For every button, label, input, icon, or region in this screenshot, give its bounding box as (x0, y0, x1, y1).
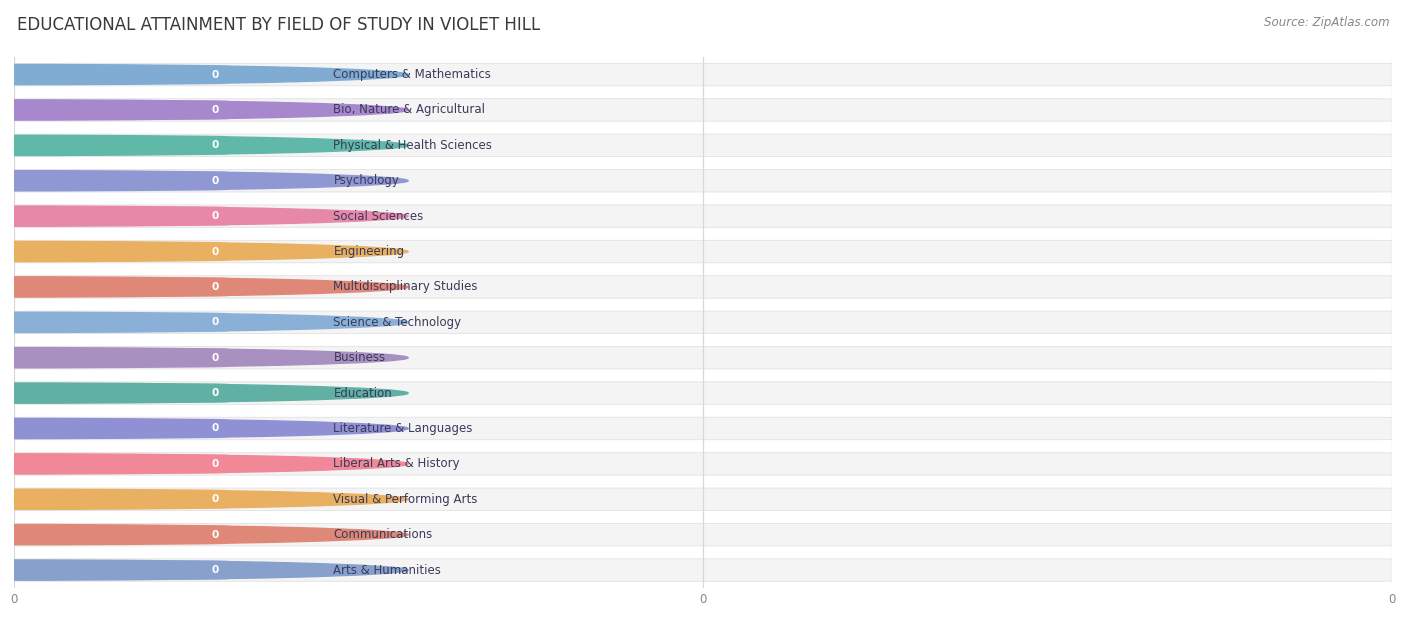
FancyBboxPatch shape (14, 171, 228, 190)
FancyBboxPatch shape (11, 488, 1395, 511)
Text: Social Sciences: Social Sciences (333, 210, 423, 222)
FancyBboxPatch shape (200, 492, 232, 506)
FancyBboxPatch shape (14, 277, 228, 296)
FancyBboxPatch shape (14, 419, 228, 438)
Text: 0: 0 (212, 317, 219, 327)
FancyBboxPatch shape (14, 384, 228, 403)
FancyBboxPatch shape (200, 68, 232, 82)
Circle shape (0, 171, 408, 191)
FancyBboxPatch shape (14, 561, 228, 580)
FancyBboxPatch shape (200, 174, 232, 188)
Circle shape (0, 418, 408, 439)
FancyBboxPatch shape (11, 169, 1395, 192)
Text: Science & Technology: Science & Technology (333, 316, 461, 329)
FancyBboxPatch shape (200, 209, 232, 223)
Circle shape (0, 100, 408, 120)
Circle shape (0, 241, 408, 262)
Text: Communications: Communications (333, 528, 433, 541)
Text: Visual & Performing Arts: Visual & Performing Arts (333, 493, 478, 506)
FancyBboxPatch shape (200, 103, 232, 117)
FancyBboxPatch shape (11, 346, 1395, 369)
FancyBboxPatch shape (11, 453, 1395, 475)
FancyBboxPatch shape (11, 417, 1395, 440)
Text: 0: 0 (212, 388, 219, 398)
Text: 0: 0 (212, 565, 219, 575)
Text: Literature & Languages: Literature & Languages (333, 422, 472, 435)
Text: 0: 0 (212, 105, 219, 115)
Text: Computers & Mathematics: Computers & Mathematics (333, 68, 491, 81)
Circle shape (0, 348, 408, 368)
FancyBboxPatch shape (11, 276, 1395, 298)
Circle shape (0, 383, 408, 403)
FancyBboxPatch shape (14, 65, 228, 84)
FancyBboxPatch shape (14, 136, 228, 155)
Text: Source: ZipAtlas.com: Source: ZipAtlas.com (1264, 16, 1389, 29)
Text: 0: 0 (212, 423, 219, 434)
Circle shape (0, 135, 408, 155)
FancyBboxPatch shape (200, 563, 232, 577)
FancyBboxPatch shape (14, 454, 228, 473)
Circle shape (0, 560, 408, 580)
FancyBboxPatch shape (11, 559, 1395, 581)
FancyBboxPatch shape (14, 100, 228, 119)
FancyBboxPatch shape (11, 63, 1395, 86)
Text: Arts & Humanities: Arts & Humanities (333, 564, 441, 576)
Text: EDUCATIONAL ATTAINMENT BY FIELD OF STUDY IN VIOLET HILL: EDUCATIONAL ATTAINMENT BY FIELD OF STUDY… (17, 16, 540, 33)
Text: Liberal Arts & History: Liberal Arts & History (333, 458, 460, 470)
FancyBboxPatch shape (200, 245, 232, 258)
Text: Bio, Nature & Agricultural: Bio, Nature & Agricultural (333, 104, 485, 116)
Circle shape (0, 489, 408, 509)
FancyBboxPatch shape (200, 280, 232, 294)
Text: Business: Business (333, 351, 385, 364)
FancyBboxPatch shape (200, 422, 232, 435)
FancyBboxPatch shape (14, 525, 228, 544)
FancyBboxPatch shape (14, 313, 228, 332)
Text: Education: Education (333, 387, 392, 399)
FancyBboxPatch shape (200, 457, 232, 471)
Text: Psychology: Psychology (333, 174, 399, 187)
FancyBboxPatch shape (11, 382, 1395, 404)
Circle shape (0, 277, 408, 297)
Text: 0: 0 (212, 494, 219, 504)
FancyBboxPatch shape (200, 528, 232, 542)
Text: Physical & Health Sciences: Physical & Health Sciences (333, 139, 492, 152)
FancyBboxPatch shape (14, 242, 228, 261)
FancyBboxPatch shape (11, 205, 1395, 228)
FancyBboxPatch shape (14, 490, 228, 509)
Text: Engineering: Engineering (333, 245, 405, 258)
Text: Multidisciplinary Studies: Multidisciplinary Studies (333, 281, 478, 293)
Text: 0: 0 (212, 282, 219, 292)
Circle shape (0, 525, 408, 545)
Text: 0: 0 (212, 246, 219, 257)
FancyBboxPatch shape (200, 138, 232, 152)
FancyBboxPatch shape (14, 348, 228, 367)
Circle shape (0, 454, 408, 474)
FancyBboxPatch shape (200, 386, 232, 400)
Text: 0: 0 (212, 70, 219, 80)
FancyBboxPatch shape (11, 523, 1395, 546)
Text: 0: 0 (212, 530, 219, 540)
Circle shape (0, 312, 408, 332)
Circle shape (0, 206, 408, 226)
Text: 0: 0 (212, 459, 219, 469)
Circle shape (0, 64, 408, 85)
FancyBboxPatch shape (200, 351, 232, 365)
Text: 0: 0 (212, 140, 219, 150)
FancyBboxPatch shape (11, 99, 1395, 121)
FancyBboxPatch shape (14, 207, 228, 226)
FancyBboxPatch shape (11, 134, 1395, 157)
FancyBboxPatch shape (11, 240, 1395, 263)
FancyBboxPatch shape (11, 311, 1395, 334)
FancyBboxPatch shape (200, 315, 232, 329)
Text: 0: 0 (212, 176, 219, 186)
Text: 0: 0 (212, 353, 219, 363)
Text: 0: 0 (212, 211, 219, 221)
